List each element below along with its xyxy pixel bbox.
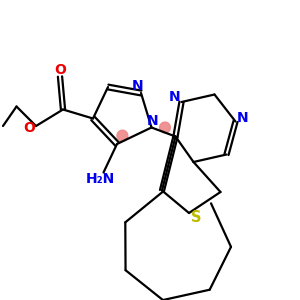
Text: N: N <box>132 80 144 93</box>
Text: N: N <box>236 112 248 125</box>
Text: S: S <box>191 210 202 225</box>
Circle shape <box>117 130 128 141</box>
Text: O: O <box>55 64 67 77</box>
Text: N: N <box>169 90 181 104</box>
Text: N: N <box>147 114 159 128</box>
Text: H₂N: H₂N <box>86 172 115 186</box>
Text: O: O <box>23 121 35 134</box>
Circle shape <box>160 122 170 133</box>
